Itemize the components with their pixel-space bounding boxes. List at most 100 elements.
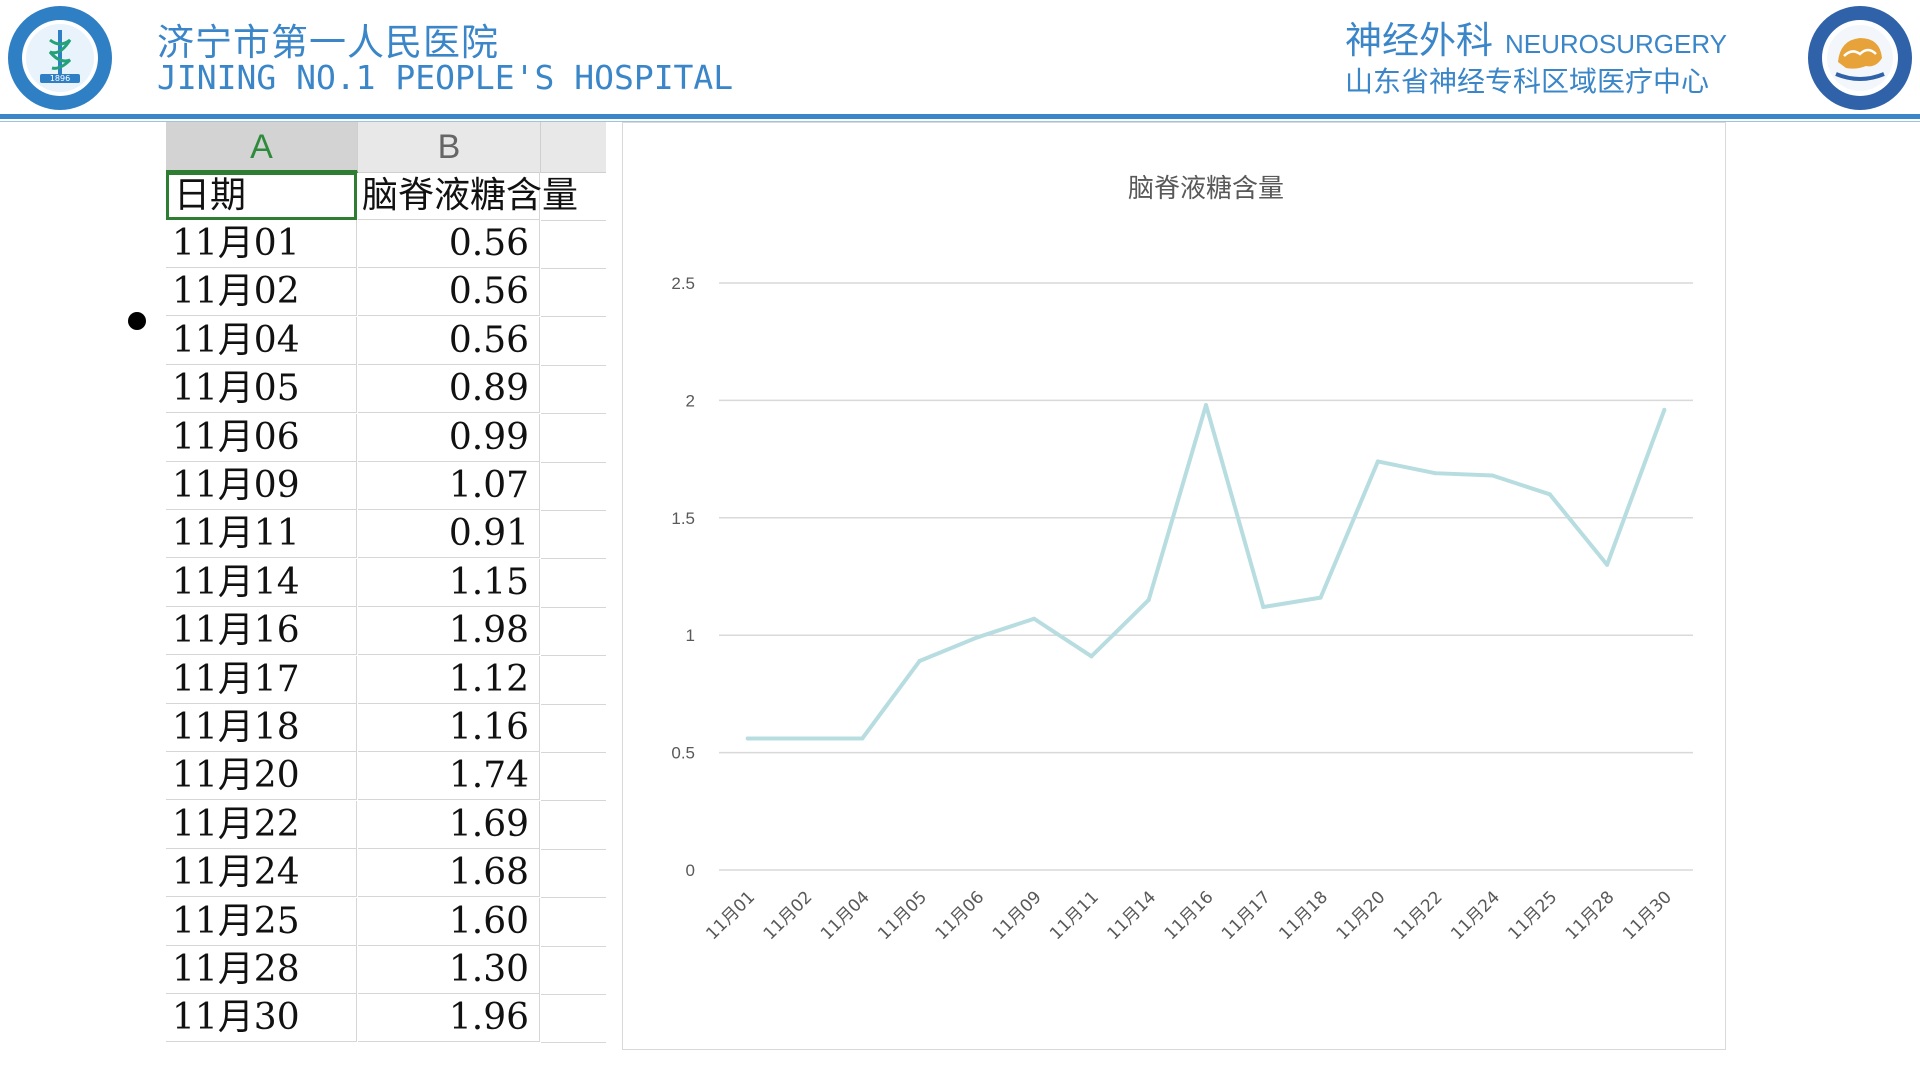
cell-value[interactable]: 1.16 <box>358 704 540 752</box>
cell-value[interactable]: 1.15 <box>358 558 540 607</box>
data-point <box>860 736 865 741</box>
cell-empty[interactable] <box>541 462 606 511</box>
cell-date[interactable]: 11月04 <box>166 316 357 365</box>
y-tick-label: 2.5 <box>671 274 695 293</box>
y-tick-label: 0 <box>686 861 695 880</box>
cell-date[interactable]: 11月11 <box>166 510 357 559</box>
cell-empty[interactable] <box>541 317 606 366</box>
data-point <box>1204 403 1208 408</box>
cell-value[interactable]: 0.56 <box>358 268 540 317</box>
cell-value[interactable]: 0.89 <box>358 365 540 414</box>
cell-value[interactable]: 1.74 <box>358 752 540 801</box>
cell-date[interactable]: 11月02 <box>166 268 357 317</box>
x-tick-label: 11月24 <box>1447 887 1504 944</box>
column-header-c[interactable] <box>541 122 606 173</box>
cell-value[interactable]: 0.56 <box>358 316 540 365</box>
cell-value[interactable]: 1.60 <box>358 897 540 946</box>
cell-date[interactable]: 11月18 <box>166 704 357 752</box>
data-point <box>802 736 807 741</box>
header-divider <box>0 114 1920 119</box>
cell-value[interactable]: 1.96 <box>358 994 540 1043</box>
data-point <box>1605 562 1610 567</box>
cell-date[interactable]: 11月25 <box>166 897 357 946</box>
x-tick-label: 11月22 <box>1390 887 1447 944</box>
data-point <box>1261 605 1266 610</box>
cell-value[interactable]: 1.07 <box>358 462 540 510</box>
cell-empty[interactable] <box>541 559 606 608</box>
cell-header-value[interactable]: 脑脊液糖含量 <box>358 172 578 220</box>
bullet-point <box>128 312 146 330</box>
cell-empty[interactable] <box>541 172 606 221</box>
data-point <box>1089 654 1094 659</box>
column-header-b[interactable]: B <box>358 122 541 173</box>
data-point <box>1547 492 1552 497</box>
cell-empty[interactable] <box>541 704 606 753</box>
x-tick-label: 11月28 <box>1562 887 1619 944</box>
cell-value[interactable]: 0.91 <box>358 510 540 559</box>
data-point <box>745 736 750 741</box>
cell-date[interactable]: 11月17 <box>166 655 357 704</box>
x-tick-label: 11月20 <box>1333 887 1390 944</box>
department-name-cn: 神经外科 <box>1345 19 1493 62</box>
logo-year: 1896 <box>50 74 70 83</box>
data-point <box>1146 597 1151 602</box>
cell-date[interactable]: 11月16 <box>166 607 357 656</box>
cell-empty[interactable] <box>541 752 606 802</box>
cell-date[interactable]: 11月20 <box>166 752 357 801</box>
data-point <box>1375 459 1380 464</box>
cell-empty[interactable] <box>541 656 606 705</box>
y-tick-label: 2 <box>686 391 695 410</box>
data-point <box>1490 473 1495 478</box>
y-tick-label: 1.5 <box>671 509 695 528</box>
cell-value[interactable]: 1.68 <box>358 849 540 898</box>
cell-empty[interactable] <box>541 946 606 995</box>
cell-value[interactable]: 0.99 <box>358 413 540 462</box>
cell-empty[interactable] <box>541 849 606 899</box>
department-subtitle: 山东省神经专科区域医疗中心 <box>1345 65 1710 98</box>
x-tick-label: 11月09 <box>989 887 1046 944</box>
cell-date[interactable]: 11月14 <box>166 558 357 607</box>
cell-empty[interactable] <box>541 510 606 560</box>
x-tick-label: 11月14 <box>1103 887 1160 944</box>
header-divider-thin <box>0 121 1920 122</box>
spreadsheet-table: A B 日期 脑脊液糖含量 11月01 0.56 11月02 0.56 11月04 0.5… <box>166 122 606 1057</box>
cell-date[interactable]: 11月01 <box>166 220 357 268</box>
cell-empty[interactable] <box>541 414 606 463</box>
data-point <box>1662 407 1667 412</box>
cell-date[interactable]: 11月22 <box>166 800 357 849</box>
cell-empty[interactable] <box>541 898 606 947</box>
cell-empty[interactable] <box>541 268 606 318</box>
x-tick-label: 11月18 <box>1275 887 1332 944</box>
cell-empty[interactable] <box>541 365 606 415</box>
x-tick-label: 11月17 <box>1218 887 1275 944</box>
column-header-a[interactable]: A <box>166 122 358 173</box>
series-line <box>747 403 1667 741</box>
department-name-en: NEUROSURGERY <box>1505 29 1728 59</box>
cell-empty[interactable] <box>541 994 606 1044</box>
hospital-logo: 1896 <box>8 6 112 110</box>
chart-container[interactable]: 脑脊液糖含量 0 0.5 1 1.5 2 2.5 11月01 11月02 11月04 11月05 11… <box>622 122 1726 1050</box>
data-point <box>917 659 922 664</box>
cell-date[interactable]: 11月05 <box>166 365 357 414</box>
x-tick-label: 11月16 <box>1161 887 1218 944</box>
cell-value[interactable]: 1.12 <box>358 655 540 704</box>
cell-date[interactable]: 11月30 <box>166 994 357 1043</box>
y-tick-label: 0.5 <box>671 744 695 763</box>
x-tick-label: 11月05 <box>874 887 931 944</box>
cell-date[interactable]: 11月09 <box>166 462 357 510</box>
cell-empty[interactable] <box>541 801 606 850</box>
cell-value[interactable]: 1.30 <box>358 946 540 994</box>
hospital-name-cn: 济宁市第一人民医院 <box>157 21 499 64</box>
cell-value[interactable]: 1.98 <box>358 607 540 656</box>
cell-empty[interactable] <box>541 220 606 269</box>
cell-date[interactable]: 11月24 <box>166 849 357 898</box>
cell-date[interactable]: 11月06 <box>166 413 357 462</box>
cell-value[interactable]: 1.69 <box>358 800 540 849</box>
cell-date[interactable]: 11月28 <box>166 946 357 994</box>
cell-header-date[interactable]: 日期 <box>166 172 357 220</box>
data-point <box>1318 595 1323 600</box>
y-tick-label: 1 <box>686 626 695 645</box>
cell-value[interactable]: 0.56 <box>358 220 540 268</box>
cell-empty[interactable] <box>541 607 606 657</box>
